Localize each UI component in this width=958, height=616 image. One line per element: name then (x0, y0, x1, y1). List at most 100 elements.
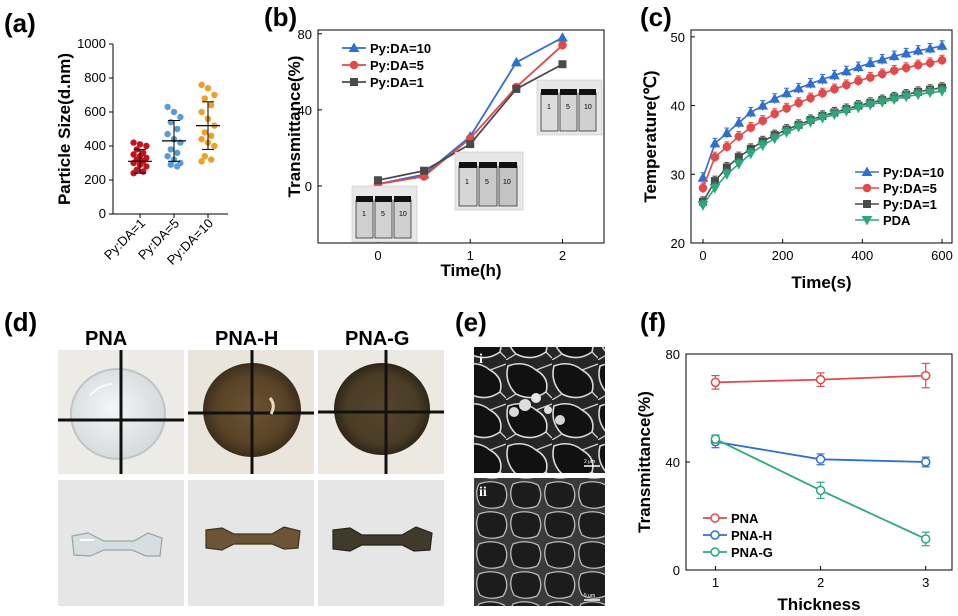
data-point (697, 201, 709, 211)
data-point (913, 60, 923, 70)
y-tick-label: 80 (298, 27, 312, 42)
legend-label: Py:DA=10 (370, 41, 431, 56)
data-point (877, 69, 887, 79)
data-point (854, 76, 863, 86)
data-point (167, 161, 174, 168)
data-point (198, 108, 205, 116)
transmittance-thickness-chart: 0 40 80 1 2 3 Thickness Transmittance(%) PNA PNA-… (635, 347, 953, 614)
data-point (558, 40, 567, 50)
transmittance-time-chart: 0 40 80 0 1 2 Time(h) Transmittance(%) Py:DA=10 P… (285, 27, 605, 280)
data-point (876, 54, 888, 64)
x-tick-label: 0 (374, 248, 381, 263)
data-point (866, 73, 875, 82)
data-point (805, 78, 816, 88)
x-tick-label: 2 (817, 575, 824, 590)
vial-label: 1 (547, 104, 551, 111)
x-tick-label: 1 (712, 575, 719, 590)
data-point (745, 106, 757, 117)
data-point (167, 146, 174, 153)
data-point (937, 55, 947, 65)
x-axis-title: Thickness (777, 595, 860, 614)
data-point (936, 87, 948, 97)
sem-image-ii: ii 5 μm (474, 478, 605, 606)
data-point (853, 103, 864, 114)
data-point (420, 166, 429, 175)
panel-a: (a) 02004006008001000Py:DA=1Py:DA=5Py:DA… (4, 8, 228, 268)
data-point (745, 149, 757, 160)
data-point (164, 130, 171, 138)
data-point (511, 56, 522, 67)
y-tick-label: 40 (671, 99, 685, 114)
data-point (815, 374, 826, 385)
legend-marker (862, 183, 872, 193)
data-point (888, 50, 900, 61)
data-point (177, 113, 184, 121)
legend-marker (350, 78, 358, 86)
data-point (793, 122, 804, 133)
panel-a-label: (a) (4, 8, 36, 38)
x-tick-label: 0 (699, 248, 706, 263)
photo-bar-pna-h (188, 480, 314, 606)
photo-title-pna-g: PNA-G (345, 328, 409, 350)
vial-photo-2h: 1 5 10 (536, 79, 603, 136)
y-tick-label: 50 (671, 30, 685, 45)
sem-image-i: i 2 μm (474, 347, 605, 473)
legend-label: PDA (883, 213, 911, 228)
x-tick-label: 600 (931, 248, 953, 263)
vial-label: 10 (399, 211, 407, 218)
photo-bar-pna-g (318, 480, 444, 606)
data-point (208, 132, 215, 139)
data-point (164, 153, 171, 160)
panel-b-label: (b) (264, 2, 297, 32)
data-point (512, 84, 521, 93)
data-point (558, 60, 567, 69)
data-point (167, 119, 174, 126)
data-point (130, 139, 137, 146)
data-point (198, 158, 205, 165)
data-point (769, 93, 781, 103)
y-tick-label: 400 (84, 138, 106, 153)
data-point (901, 63, 911, 73)
data-point (143, 163, 150, 170)
data-point (174, 163, 181, 170)
panel-c: (c) 20 30 40 50 0 200 400 600 Time(s) Temperature… (640, 2, 953, 292)
particle-size-chart: 02004006008001000Py:DA=1Py:DA=5Py:DA=10P… (55, 36, 228, 268)
vial-label: 5 (485, 179, 489, 186)
vial-label: 5 (566, 104, 570, 111)
temperature-time-chart: 20 30 40 50 0 200 400 600 Time(s) Temperature(℃) P… (641, 29, 953, 292)
legend-marker (861, 166, 873, 176)
data-point (815, 485, 826, 496)
data-point (842, 80, 851, 90)
panel-f-label: (f) (640, 307, 666, 337)
vial-label: 10 (503, 179, 511, 186)
data-point (466, 140, 475, 149)
data-point (920, 370, 931, 381)
data-point (888, 95, 900, 105)
y-tick-label: 200 (84, 172, 106, 187)
data-point (876, 98, 888, 108)
data-point (757, 141, 769, 151)
panel-e: (e) i 2 μm ii 5 μm (455, 307, 605, 606)
sem-label-i: i (479, 352, 483, 367)
y-tick-label: 1000 (77, 36, 106, 51)
data-point (805, 118, 816, 128)
y-tick-label: 20 (671, 236, 685, 251)
vial-label: 10 (584, 104, 592, 111)
data-point (211, 91, 218, 99)
sem-label-ii: ii (479, 485, 487, 500)
data-point (925, 58, 935, 68)
legend-marker (863, 200, 871, 208)
y-tick-label: 40 (666, 455, 680, 470)
data-point (853, 61, 864, 72)
data-point (198, 136, 205, 143)
data-point (734, 132, 744, 141)
data-point (164, 103, 171, 111)
data-point (746, 123, 756, 132)
data-point (204, 85, 212, 92)
data-point (806, 93, 815, 103)
legend-marker (710, 513, 720, 523)
data-point (174, 149, 181, 156)
y-axis-title: Transmittance(%) (635, 391, 654, 533)
data-point (136, 141, 144, 148)
